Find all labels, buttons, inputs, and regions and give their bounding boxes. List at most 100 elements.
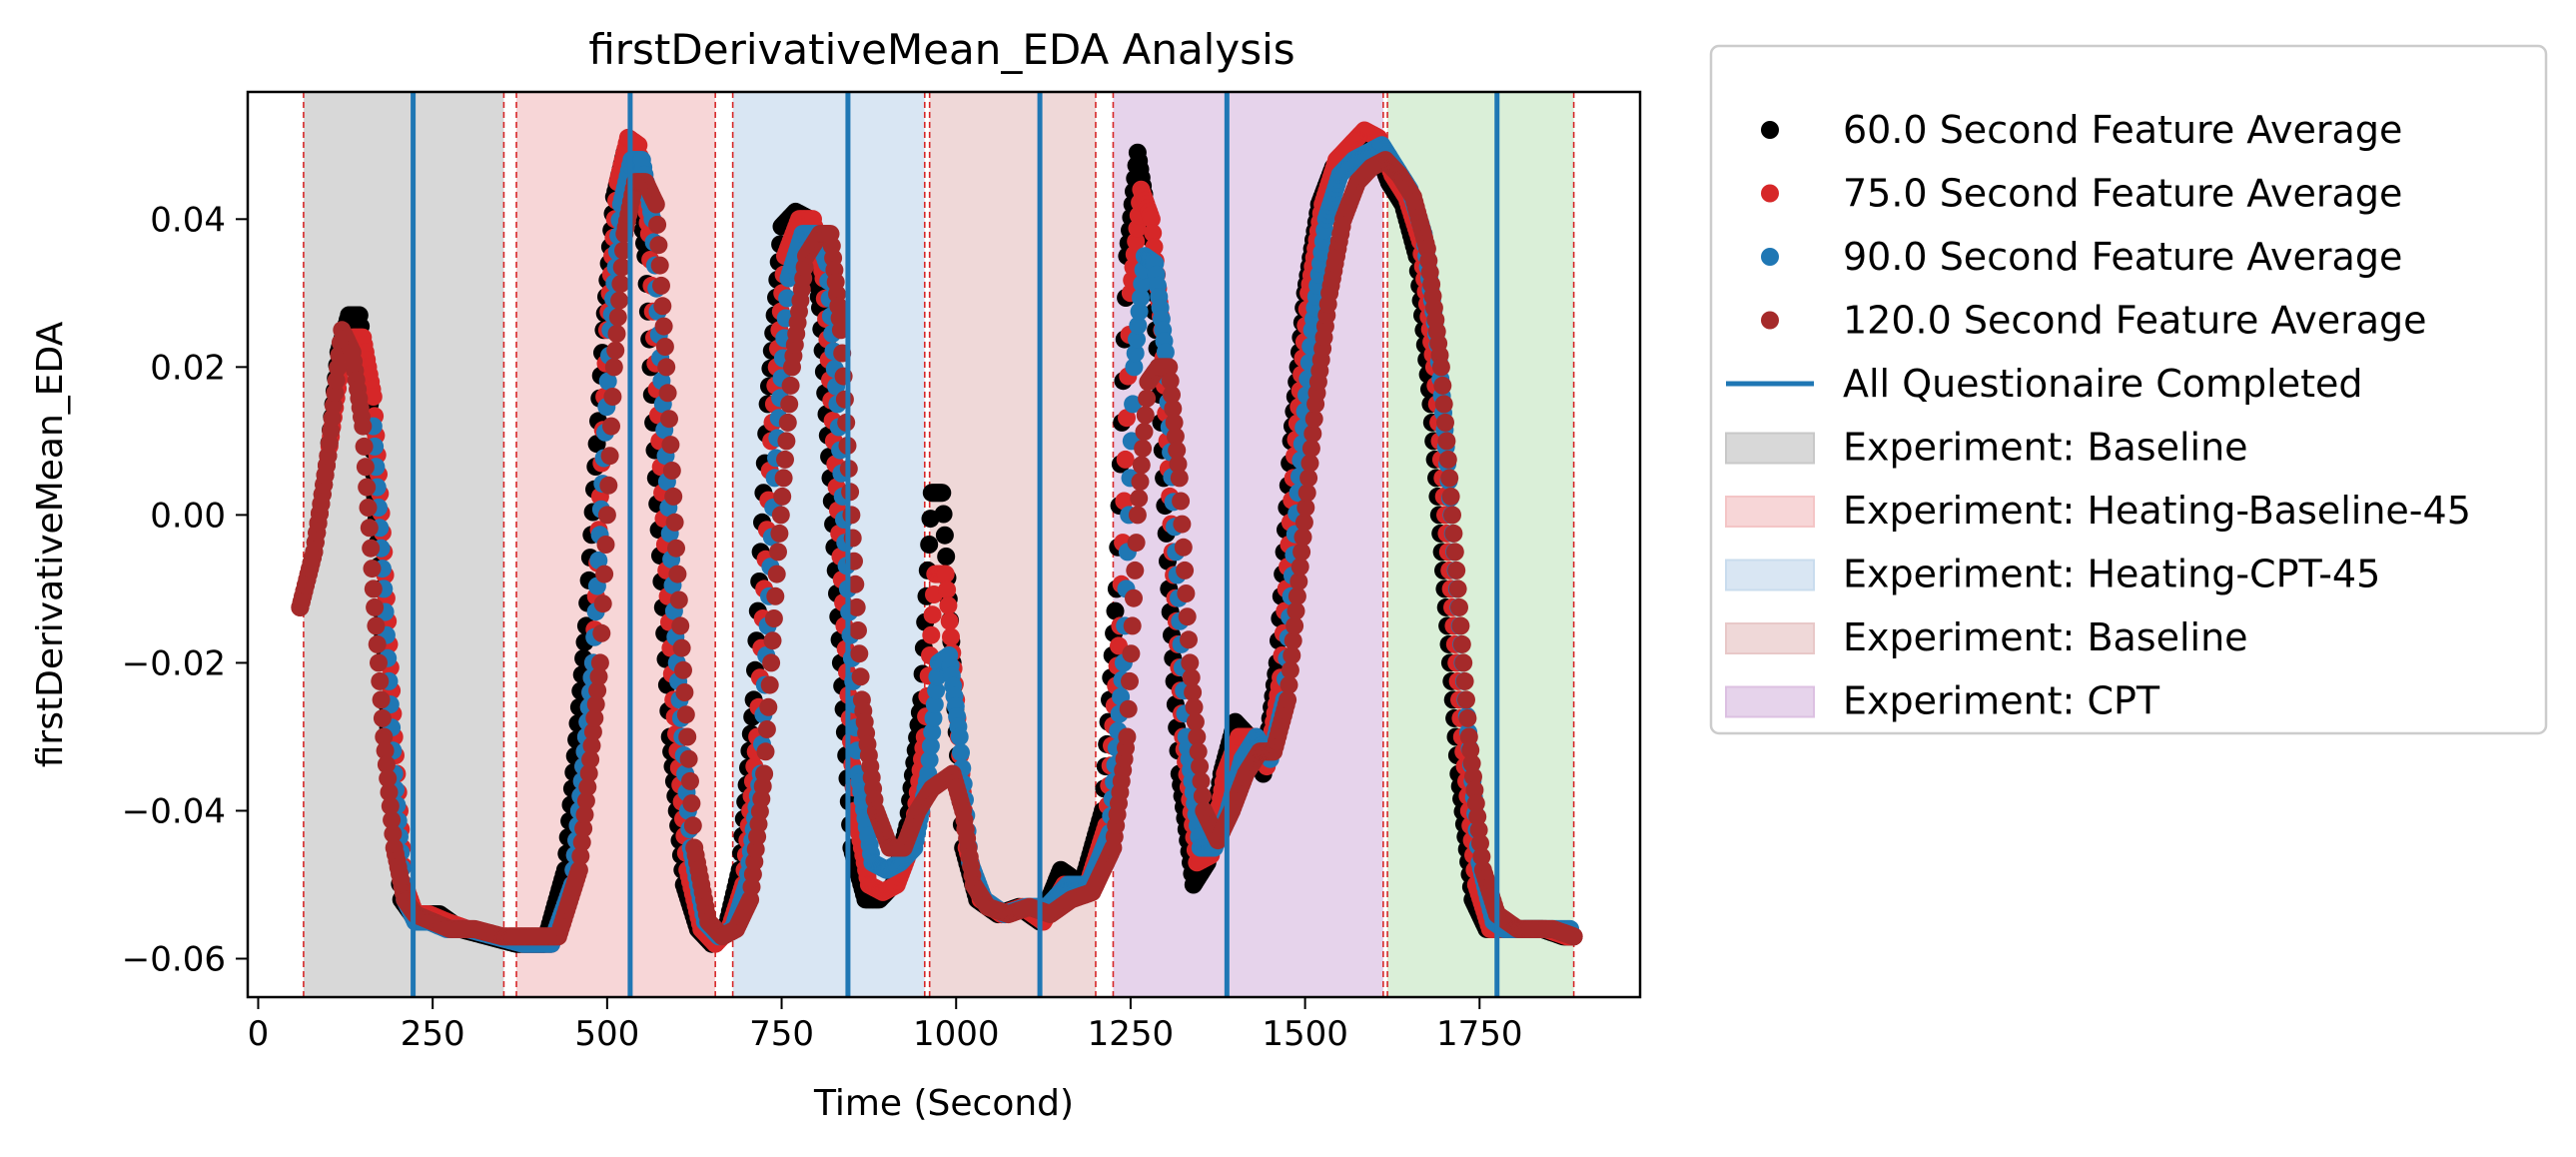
series-3-point	[1166, 427, 1185, 446]
series-3-point	[1165, 413, 1184, 432]
series-2-point	[925, 695, 944, 714]
series-3-point	[1296, 499, 1315, 517]
series-3-point	[380, 783, 399, 801]
series-3-point	[660, 410, 678, 429]
series-2-point	[923, 722, 942, 741]
series-3-point	[1462, 754, 1481, 773]
series-3-point	[835, 390, 854, 409]
series-1-point	[1116, 450, 1135, 469]
series-3-point	[653, 297, 672, 316]
series-3-point	[1134, 439, 1153, 458]
series-3-point	[672, 638, 691, 657]
series-1-point	[1128, 219, 1147, 238]
series-3-point	[1448, 579, 1467, 598]
series-3-point	[1131, 473, 1150, 492]
series-3-point	[648, 215, 667, 234]
y-tick-label-4: 0.02	[150, 348, 226, 388]
series-3-point	[585, 708, 604, 727]
series-3-point	[1283, 646, 1301, 664]
series-3-point	[662, 462, 681, 480]
questionnaire-lines	[411, 92, 1500, 997]
series-3-point	[1168, 441, 1187, 460]
series-3-point	[1451, 616, 1470, 635]
legend-label-0: 60.0 Second Feature Average	[1843, 108, 2402, 152]
series-3-point	[372, 690, 391, 709]
series-3-point	[674, 660, 692, 679]
x-tick-label-0: 0	[248, 1014, 270, 1054]
series-3-point	[755, 764, 774, 783]
series-3-point	[1300, 454, 1319, 473]
series-1-point	[1115, 492, 1134, 511]
series-3-point	[1280, 675, 1298, 694]
series-3-point	[771, 506, 790, 525]
series-3-point	[602, 417, 620, 436]
series-3-point	[571, 846, 590, 865]
series-2-point	[927, 681, 946, 700]
series-0-point	[937, 548, 956, 566]
series-3-point	[664, 487, 683, 506]
series-3-point	[774, 469, 793, 488]
legend-label-3: 120.0 Second Feature Average	[1843, 299, 2427, 343]
y-tick-label-0: −0.06	[122, 940, 226, 980]
series-3-point	[1173, 515, 1192, 534]
series-3-point	[1468, 807, 1487, 826]
series-3-point	[1445, 543, 1464, 562]
series-3-point	[773, 487, 792, 506]
series-0-point	[935, 526, 954, 545]
series-3-point	[363, 560, 382, 578]
series-3-point	[760, 675, 779, 694]
series-3-point	[589, 667, 608, 686]
series-3-point	[582, 736, 601, 755]
series-3-point	[1434, 395, 1453, 414]
series-1-point	[940, 611, 959, 630]
series-3-point	[373, 708, 392, 727]
series-3-point	[1455, 671, 1474, 690]
series-3-point	[1182, 668, 1201, 687]
series-3-point	[1174, 538, 1193, 557]
series-3-point	[678, 727, 697, 746]
series-3-point	[1181, 653, 1200, 672]
series-3-point	[1284, 631, 1302, 650]
series-3-point	[757, 720, 776, 738]
series-3-point	[1299, 469, 1318, 488]
series-3-point	[654, 317, 673, 336]
legend-label-9: Experiment: CPT	[1843, 679, 2160, 723]
series-3-point	[1118, 727, 1137, 746]
series-3-point	[661, 436, 680, 455]
series-3-point	[360, 519, 379, 538]
series-3-point	[847, 597, 866, 616]
legend-label-5: Experiment: Baseline	[1843, 426, 2248, 470]
series-3-point	[682, 794, 701, 813]
experiment-spans	[303, 92, 1574, 997]
series-3-point	[781, 376, 800, 395]
x-tick-label-5: 1250	[1088, 1014, 1175, 1054]
series-1-point	[923, 605, 942, 624]
legend-patch-5	[1725, 432, 1815, 465]
series-2-point	[921, 736, 940, 755]
series-3-point	[375, 727, 394, 746]
legend-label-1: 75.0 Second Feature Average	[1843, 172, 2402, 216]
legend-label-2: 90.0 Second Feature Average	[1843, 235, 2402, 279]
series-1-point	[1142, 210, 1161, 229]
series-2-point	[1132, 289, 1150, 307]
series-3-point	[1132, 456, 1151, 475]
series-3	[291, 151, 1583, 946]
series-3-point	[1281, 660, 1299, 679]
series-3-point	[1458, 708, 1477, 727]
series-3-point	[777, 432, 796, 451]
series-2-point	[1124, 395, 1143, 414]
series-3-point	[1193, 786, 1212, 805]
series-3-point	[1178, 607, 1197, 626]
series-3-point	[576, 791, 595, 810]
series-3-point	[583, 722, 602, 741]
series-3-point	[381, 796, 400, 815]
series-3-point	[603, 388, 622, 406]
series-3-point	[370, 653, 388, 672]
series-2-point	[1129, 316, 1148, 335]
series-2-point	[1133, 275, 1152, 294]
series-3-point	[572, 833, 591, 852]
series-3-point	[1466, 794, 1485, 813]
series-3-point	[1172, 492, 1191, 511]
series-3-point	[366, 597, 385, 616]
legend-label-8: Experiment: Baseline	[1843, 615, 2248, 659]
